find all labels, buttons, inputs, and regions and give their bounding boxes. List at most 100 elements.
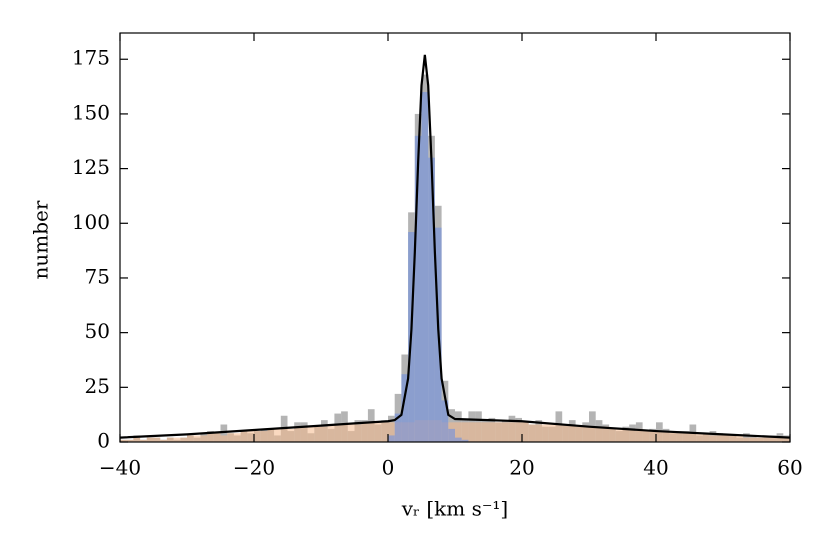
histogram-bar xyxy=(193,435,201,442)
histogram-bar xyxy=(776,437,784,442)
histogram-bar xyxy=(421,92,429,443)
histogram-bar xyxy=(233,433,241,442)
histogram-bar xyxy=(582,426,589,442)
histogram-bar xyxy=(367,422,375,442)
histogram-bar xyxy=(227,433,234,442)
histogram-bar xyxy=(160,439,167,442)
histogram-bar xyxy=(783,437,790,442)
histogram-bar xyxy=(441,400,449,442)
histogram-bar xyxy=(622,428,630,442)
histogram-bar xyxy=(468,422,476,442)
histogram-bar xyxy=(247,431,254,442)
y-tick-label: 100 xyxy=(72,210,110,234)
histogram-bar xyxy=(153,437,161,442)
histogram-bar xyxy=(166,437,174,442)
histogram-bar xyxy=(173,437,181,442)
histogram-bar xyxy=(729,435,737,442)
histogram-bar xyxy=(488,422,496,442)
histogram-bar xyxy=(702,433,710,442)
histogram-bar xyxy=(314,426,321,442)
histogram-bar xyxy=(213,433,221,442)
histogram-bar xyxy=(589,426,596,442)
x-tick-label: 0 xyxy=(382,456,395,480)
histogram-bar xyxy=(481,422,489,442)
histogram-bar xyxy=(749,437,757,442)
y-tick-label: 0 xyxy=(97,429,110,453)
histogram-bar xyxy=(756,437,764,442)
histogram-bar xyxy=(535,424,543,442)
histogram-bar xyxy=(146,437,154,442)
histogram-bar xyxy=(187,435,194,442)
histogram-bar xyxy=(501,422,509,442)
histogram-bar xyxy=(723,435,730,442)
histogram-bar xyxy=(575,426,583,442)
histogram-bar xyxy=(327,424,335,442)
histogram-bar xyxy=(401,374,409,442)
histogram-bar xyxy=(428,157,435,442)
histogram-bar xyxy=(656,431,663,442)
histogram-bar xyxy=(207,433,214,442)
histogram-bar xyxy=(669,431,677,442)
histogram-bar xyxy=(347,424,355,442)
histogram-bar xyxy=(555,424,563,442)
histogram-bar xyxy=(361,422,368,442)
histogram-bar xyxy=(508,422,516,442)
histogram-bar xyxy=(448,428,455,442)
histogram-bar xyxy=(120,439,127,442)
histogram-bar xyxy=(455,437,462,442)
y-tick-label: 75 xyxy=(85,264,110,288)
fit-curve xyxy=(119,54,791,439)
histogram-bar xyxy=(689,433,697,442)
histogram-bar xyxy=(562,424,569,442)
histogram-bar xyxy=(260,431,268,442)
histogram-bar xyxy=(629,428,636,442)
histogram-bar xyxy=(528,424,536,442)
x-tick-label: −40 xyxy=(99,456,141,480)
histogram-bar xyxy=(334,424,342,442)
x-tick-label: 60 xyxy=(777,456,802,480)
plot-frame xyxy=(119,32,791,443)
histogram-bar xyxy=(716,435,723,442)
histogram-bar xyxy=(515,422,522,442)
histogram-bar xyxy=(522,422,529,442)
histogram-bar xyxy=(140,439,147,442)
histogram-bar xyxy=(461,439,469,442)
histogram-bar xyxy=(287,428,295,442)
histogram-bar xyxy=(736,435,744,442)
y-tick-label: 25 xyxy=(85,374,110,398)
histogram-bar xyxy=(676,433,683,442)
x-tick-label: 20 xyxy=(509,456,534,480)
histogram-bar xyxy=(542,424,549,442)
y-tick-label: 125 xyxy=(72,155,110,179)
histogram-bar xyxy=(548,424,556,442)
histogram-bar xyxy=(254,431,261,442)
histogram-bar xyxy=(743,437,750,442)
x-axis-label: vᵣ [km s⁻¹] xyxy=(401,497,508,521)
histogram-bar xyxy=(602,426,610,442)
histogram-bar xyxy=(321,426,328,442)
histogram-bar xyxy=(300,426,308,442)
histogram-bar xyxy=(649,431,656,442)
histogram-bar xyxy=(642,431,650,442)
histogram-bar xyxy=(307,426,315,442)
histogram-bar xyxy=(609,428,616,442)
histogram-bar xyxy=(709,435,717,442)
histogram-bar xyxy=(696,433,703,442)
histogram-bar xyxy=(267,428,275,442)
histogram-bar xyxy=(769,437,777,442)
histogram-bar xyxy=(126,439,134,442)
histogram-bar xyxy=(568,424,576,442)
histogram-bar xyxy=(682,433,690,442)
histogram-bar xyxy=(388,422,395,442)
histogram-bar xyxy=(615,428,623,442)
histogram-bar xyxy=(220,435,228,442)
histogram-bar xyxy=(341,424,348,442)
histogram-bar xyxy=(294,426,301,442)
histogram-bar xyxy=(495,422,502,442)
y-axis-label: number xyxy=(29,200,53,279)
histogram-bar xyxy=(133,437,141,442)
histogram-bar xyxy=(595,426,603,442)
x-tick-label: −20 xyxy=(233,456,275,480)
histogram-bar xyxy=(461,422,469,442)
